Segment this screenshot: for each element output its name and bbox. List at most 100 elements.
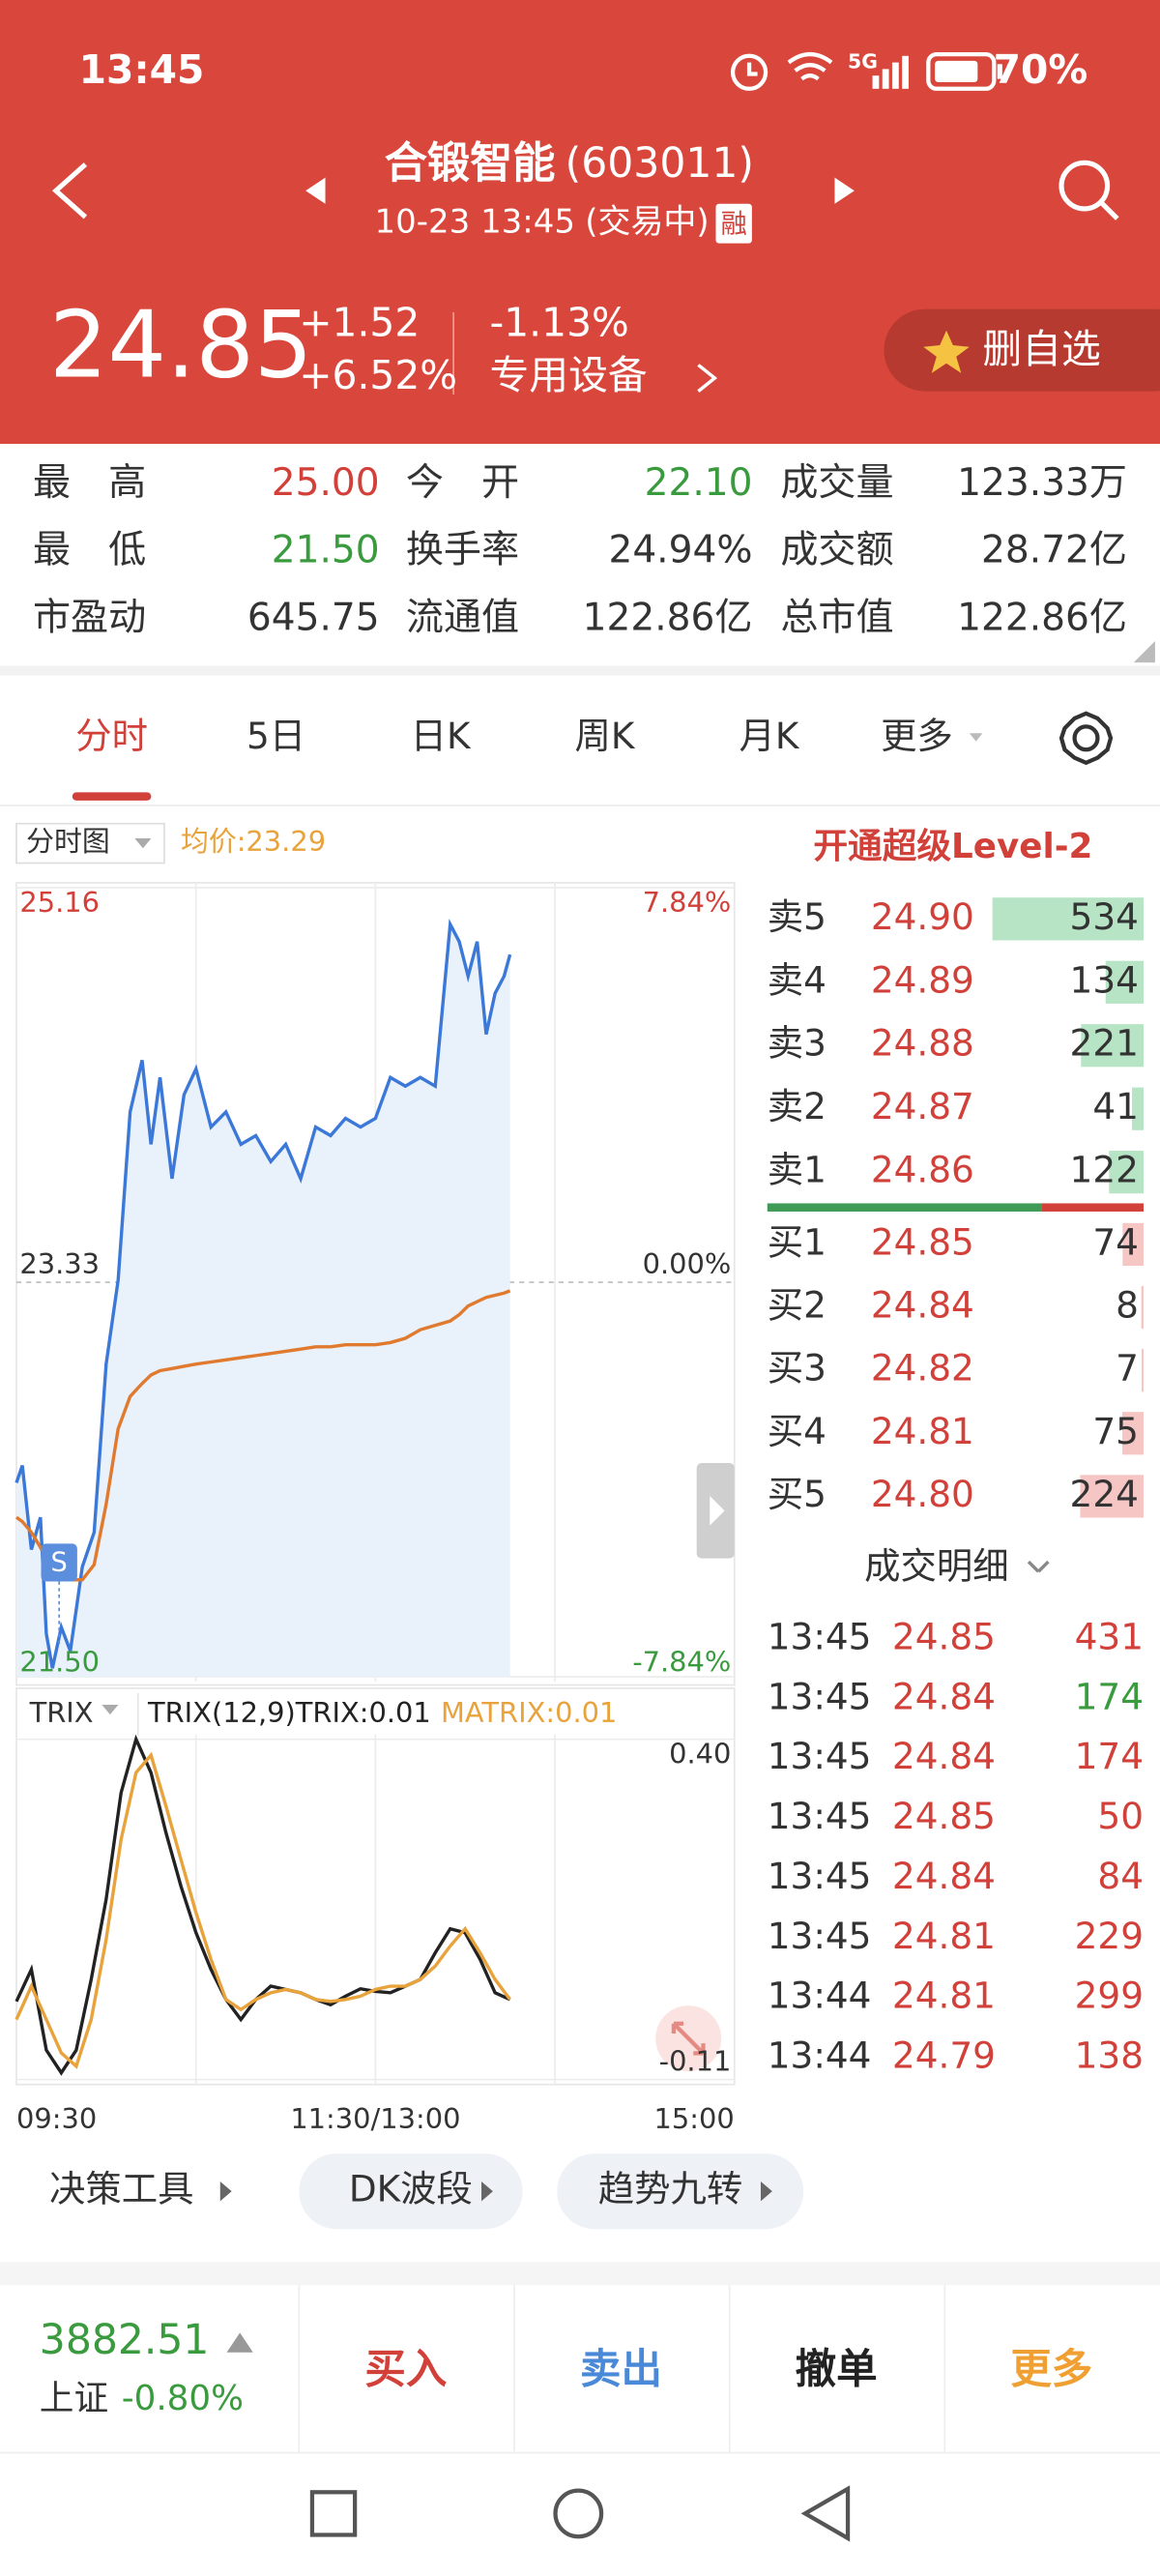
trade-price: 24.84	[892, 1675, 996, 1717]
action-button[interactable]: 买入	[364, 2347, 447, 2394]
sector-arrow[interactable]	[697, 364, 718, 393]
tool-pill[interactable]	[299, 2153, 523, 2230]
stat-label: 最 低	[33, 529, 146, 572]
book-label: 卖2	[768, 1085, 826, 1127]
marker-label: S	[51, 1547, 68, 1577]
book-label: 卖1	[768, 1149, 826, 1191]
watch-button-bg[interactable]	[884, 308, 1160, 392]
book-volume: 41	[1092, 1085, 1139, 1127]
tool-button[interactable]: 决策工具	[49, 2168, 193, 2210]
depth-bar	[1080, 1475, 1145, 1518]
book-label: 买5	[768, 1473, 826, 1515]
trades-title[interactable]: 成交明细	[864, 1544, 1008, 1587]
action-button[interactable]: 撤单	[796, 2347, 878, 2394]
side-arrow	[710, 1496, 725, 1526]
index-name: 上证	[40, 2379, 108, 2418]
nav-bar[interactable]	[309, 2485, 851, 2542]
action-button[interactable]: 更多	[1010, 2347, 1092, 2394]
separator	[0, 665, 1160, 676]
y-tick-label: 23.33	[19, 1247, 100, 1280]
stat-value: 122.86亿	[583, 596, 753, 639]
book-price: 24.90	[871, 895, 974, 938]
book-label: 卖5	[768, 895, 826, 938]
trade-volume: 174	[1075, 1675, 1144, 1717]
next-stock[interactable]	[834, 177, 855, 204]
trade-time: 13:45	[768, 1795, 872, 1837]
book-price: 24.88	[871, 1022, 974, 1065]
tool-button[interactable]: 趋势九转	[598, 2168, 742, 2210]
trade-time: 13:45	[768, 1735, 872, 1777]
settings-icon[interactable]	[1058, 711, 1114, 766]
mode-chip-label[interactable]: 分时图	[26, 825, 110, 858]
back-button[interactable]	[51, 162, 88, 220]
depth-bar	[1141, 1285, 1145, 1330]
book-price: 24.87	[871, 1085, 974, 1127]
prev-stock[interactable]	[305, 177, 326, 204]
fullscreen-button[interactable]	[655, 2005, 722, 2072]
x-tick-label: 11:30/13:00	[290, 2102, 460, 2135]
expand-corner[interactable]	[1133, 641, 1155, 663]
trade-time: 13:44	[768, 2034, 872, 2077]
depth-bar	[1109, 1151, 1145, 1194]
stock-name: 合锻智能	[385, 139, 556, 189]
book-label: 卖3	[768, 1022, 826, 1065]
trade-time: 13:45	[768, 1675, 872, 1717]
sector-pct: -1.13%	[490, 300, 629, 346]
tab-indicator	[72, 792, 152, 801]
book-price: 24.86	[871, 1149, 974, 1191]
tab[interactable]: 分时	[75, 715, 148, 757]
series-line	[14, 1751, 511, 2069]
y-tick-label: 0.40	[669, 1738, 731, 1771]
sector[interactable]: 专用设备	[490, 352, 648, 398]
collapse-arrow[interactable]	[1027, 1560, 1050, 1573]
stat-label: 成交额	[780, 529, 893, 572]
change: +1.52	[299, 300, 420, 346]
depth-bar	[1141, 1349, 1145, 1392]
trade-time: 13:45	[768, 1855, 872, 1897]
trade-volume: 50	[1097, 1795, 1144, 1837]
badge: 融	[721, 209, 747, 239]
book-volume: 8	[1116, 1284, 1139, 1327]
ratio-bid	[1041, 1203, 1145, 1212]
network: 5G	[848, 50, 878, 73]
tab[interactable]: 更多	[881, 715, 953, 757]
tab[interactable]: 5日	[246, 715, 305, 757]
book-price: 24.89	[871, 958, 974, 1001]
index-pct: -0.80%	[122, 2379, 244, 2418]
book-volume: 134	[1070, 958, 1139, 1001]
y2-tick-label: -7.84%	[632, 1645, 731, 1678]
dropdown	[134, 838, 152, 849]
depth-bar	[1081, 1024, 1145, 1068]
stat-value: 21.50	[272, 529, 380, 572]
tool-button[interactable]: DK波段	[349, 2168, 473, 2210]
tool-pill[interactable]	[557, 2153, 804, 2230]
action-button[interactable]: 卖出	[580, 2347, 662, 2394]
index-arrow	[226, 2332, 253, 2353]
book-label: 买4	[768, 1410, 826, 1452]
tab[interactable]: 周K	[575, 715, 636, 757]
badge-bg	[715, 203, 752, 244]
marker-bg	[41, 1543, 77, 1582]
price-area	[15, 923, 510, 1678]
book-volume: 74	[1092, 1220, 1139, 1263]
tab[interactable]: 月K	[740, 715, 800, 757]
stat-label: 流通值	[406, 596, 519, 639]
level2-link[interactable]: 开通超级Level-2	[813, 827, 1092, 866]
indicator-chip-label[interactable]: TRIX	[29, 1696, 94, 1729]
book-volume: 534	[1070, 895, 1139, 938]
trade-volume: 138	[1075, 2034, 1144, 2077]
stat-value: 123.33万	[957, 461, 1127, 505]
search-button[interactable]	[1058, 160, 1119, 220]
watch-button[interactable]: 删自选	[982, 326, 1100, 372]
trade-price: 24.85	[892, 1615, 996, 1657]
book-label: 买3	[768, 1347, 826, 1390]
dropdown	[102, 1704, 119, 1715]
quote-time: 10-23 13:45	[375, 203, 575, 242]
tab[interactable]: 日K	[411, 715, 472, 757]
x-tick-label: 09:30	[16, 2102, 97, 2135]
trade-time: 13:44	[768, 1975, 872, 2017]
footer-dividers	[0, 2285, 1160, 2454]
y-tick-label: 25.16	[19, 886, 100, 919]
